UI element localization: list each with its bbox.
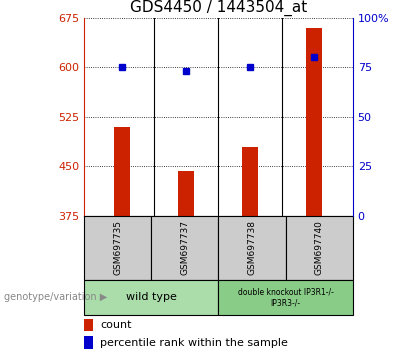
- Text: double knockout IP3R1-/-
IP3R3-/-: double knockout IP3R1-/- IP3R3-/-: [238, 287, 333, 307]
- Bar: [218, 280, 353, 315]
- Bar: [84, 216, 151, 280]
- Bar: [218, 216, 286, 280]
- Bar: [242, 147, 258, 216]
- Bar: [84, 280, 218, 315]
- Text: GSM697738: GSM697738: [247, 220, 257, 275]
- Text: GSM697735: GSM697735: [113, 220, 122, 275]
- Title: GDS4450 / 1443504_at: GDS4450 / 1443504_at: [130, 0, 307, 16]
- Text: percentile rank within the sample: percentile rank within the sample: [100, 338, 288, 348]
- Text: GSM697740: GSM697740: [315, 220, 324, 275]
- Bar: [286, 216, 353, 280]
- Text: count: count: [100, 320, 131, 330]
- Bar: [178, 171, 194, 216]
- Text: genotype/variation ▶: genotype/variation ▶: [4, 292, 108, 302]
- Bar: [84, 319, 93, 331]
- Bar: [84, 336, 93, 349]
- Bar: [114, 127, 130, 216]
- Text: wild type: wild type: [126, 292, 177, 302]
- Bar: [151, 216, 218, 280]
- Bar: [307, 28, 323, 216]
- Text: GSM697737: GSM697737: [180, 220, 189, 275]
